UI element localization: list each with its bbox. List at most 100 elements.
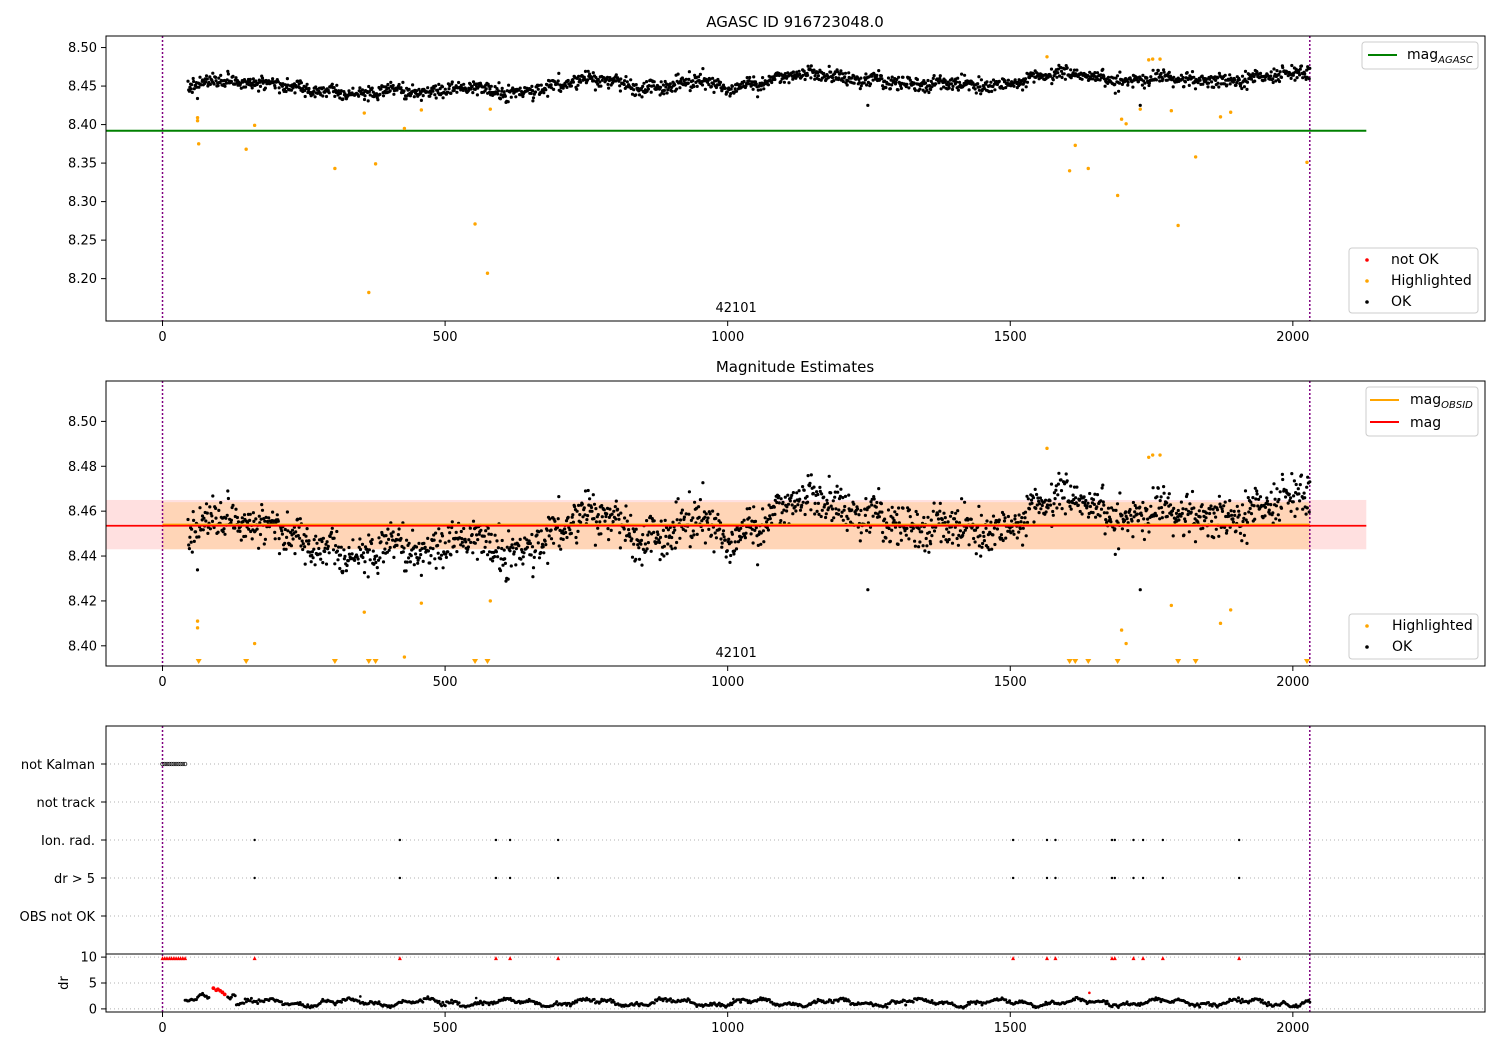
ok-point: [863, 513, 868, 518]
ok-point: [748, 506, 752, 511]
ok-point: [881, 84, 885, 88]
ok-point: [338, 553, 343, 557]
ok-point: [1203, 519, 1207, 523]
ok-point: [929, 518, 933, 522]
ok-point: [1126, 521, 1130, 525]
ok-point: [687, 77, 691, 81]
ok-point: [711, 509, 715, 513]
panel-agasc-legend-markers: not OK Highlighted OK: [1348, 247, 1479, 314]
panel-agasc-ytick-label: 8.35: [68, 157, 97, 172]
ok-point: [223, 84, 227, 88]
ok-point: [255, 527, 259, 531]
ok-point: [487, 90, 492, 94]
ok-point: [888, 539, 893, 543]
ok-point: [936, 517, 941, 521]
dr-point: [1008, 999, 1012, 1003]
ok-point: [277, 91, 282, 95]
highlighted-point: [1158, 453, 1162, 457]
ok-point: [1017, 78, 1021, 82]
ok-point: [1117, 547, 1121, 551]
ok-point: [820, 508, 824, 512]
ok-point: [952, 517, 957, 521]
ok-point: [1231, 517, 1235, 521]
ok-point: [422, 541, 426, 546]
ok-point: [772, 505, 776, 509]
panel-magnitude-points: [106, 446, 1367, 664]
dr-red-clipped-marker: [1053, 956, 1058, 961]
ok-point: [469, 87, 473, 91]
ok-point: [575, 87, 579, 91]
ok-point: [1102, 511, 1106, 515]
ion-rad-flag-marker: [508, 838, 512, 842]
ok-point: [859, 76, 863, 80]
ok-point: [544, 88, 548, 92]
ok-point: [216, 84, 220, 88]
ok-point: [1281, 477, 1285, 482]
highlighted-point: [373, 162, 378, 166]
ok-point: [461, 88, 465, 92]
ok-point: [1182, 533, 1186, 537]
ok-point: [405, 538, 409, 542]
ok-point: [1275, 69, 1279, 73]
ok-point: [682, 517, 686, 522]
ok-point: [1263, 78, 1267, 82]
ok-point: [630, 92, 635, 96]
ok-point: [993, 542, 997, 547]
ok-point: [739, 535, 744, 539]
ok-point: [723, 86, 727, 90]
ok-point: [566, 78, 570, 83]
ok-point: [564, 530, 568, 535]
highlighted-point: [485, 271, 490, 275]
ok-point: [455, 550, 459, 554]
ok-point: [657, 540, 662, 545]
ok-point: [263, 86, 267, 90]
panel-agasc-title: AGASC ID 916723048.0: [706, 13, 884, 31]
ok-point: [915, 512, 920, 517]
ok-point: [931, 76, 935, 80]
ok-point: [479, 528, 483, 532]
ok-point: [1025, 494, 1029, 498]
ok-point: [426, 549, 430, 553]
ok-point: [1158, 499, 1162, 503]
ok-point: [531, 566, 536, 570]
ok-point: [887, 82, 891, 86]
ok-point: [642, 81, 646, 85]
ok-point: [709, 85, 714, 89]
ok-point: [891, 516, 895, 520]
ok-point: [1228, 499, 1232, 503]
ok-point: [198, 506, 202, 510]
ok-point: [619, 77, 623, 81]
ok-point: [843, 504, 847, 509]
ok-point: [1297, 492, 1301, 496]
lower-limit-marker: [243, 659, 250, 664]
ok-point: [655, 530, 660, 534]
ok-point: [280, 84, 284, 88]
ok-point: [466, 545, 470, 549]
ok-point: [503, 94, 507, 98]
ok-point: [865, 83, 869, 87]
ok-point: [401, 80, 405, 84]
ok-point: [559, 547, 563, 551]
ok-point: [1162, 70, 1166, 74]
dr-point: [448, 1001, 452, 1005]
ok-point: [1035, 492, 1039, 497]
ok-point: [707, 83, 711, 87]
ok-point: [439, 553, 444, 557]
ok-point: [880, 510, 884, 514]
ok-point: [841, 496, 845, 500]
ok-point: [662, 554, 666, 558]
legend-ok-label: OK: [1392, 639, 1413, 655]
ok-point: [1019, 520, 1023, 524]
ok-point: [813, 512, 817, 516]
ok-point: [429, 554, 433, 558]
ok-point: [447, 87, 451, 91]
ok-point: [926, 515, 930, 519]
ok-point: [1088, 70, 1092, 74]
ok-point: [436, 543, 440, 548]
ok-point: [514, 563, 518, 567]
ok-point: [591, 71, 595, 75]
ok-point: [1190, 489, 1195, 494]
ok-point: [1012, 532, 1016, 536]
ok-point: [1272, 67, 1276, 71]
ok-point: [1245, 541, 1249, 546]
